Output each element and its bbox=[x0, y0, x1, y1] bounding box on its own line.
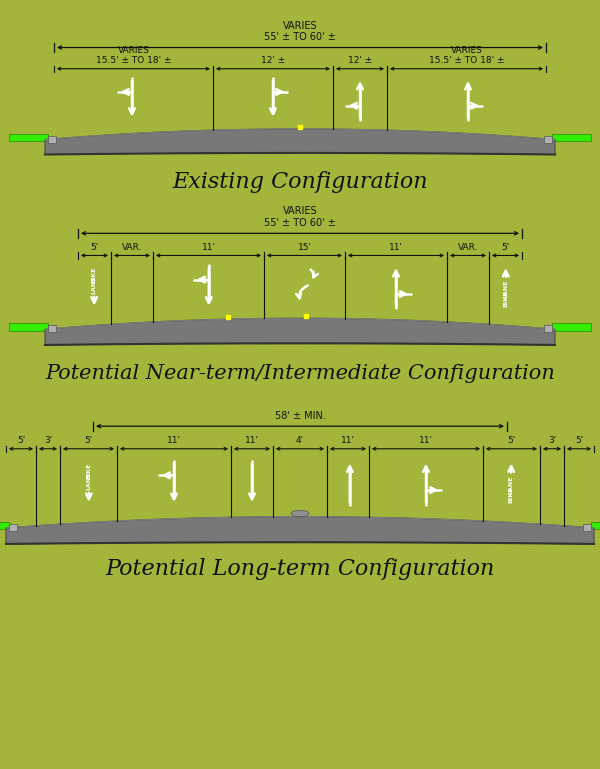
Bar bbox=[552, 134, 591, 141]
Bar bbox=[9, 324, 48, 331]
Text: LANE: LANE bbox=[86, 471, 91, 490]
Text: Potential Long-term Configuration: Potential Long-term Configuration bbox=[106, 558, 494, 581]
Text: 11': 11' bbox=[389, 242, 403, 251]
Text: 15': 15' bbox=[298, 242, 311, 251]
Bar bbox=[544, 325, 552, 332]
Bar bbox=[9, 134, 48, 141]
Text: 4': 4' bbox=[296, 436, 304, 445]
Bar bbox=[591, 522, 600, 529]
Text: 5': 5' bbox=[575, 436, 583, 445]
Text: 11': 11' bbox=[419, 436, 433, 445]
Text: 11': 11' bbox=[245, 436, 259, 445]
Bar bbox=[0, 522, 9, 529]
Bar bbox=[583, 524, 591, 531]
Text: 58' ± MIN.: 58' ± MIN. bbox=[275, 411, 325, 421]
Text: 5': 5' bbox=[17, 436, 25, 445]
Text: 5': 5' bbox=[91, 242, 98, 251]
Text: 11': 11' bbox=[167, 436, 181, 445]
Text: VAR.: VAR. bbox=[458, 242, 478, 251]
Bar bbox=[9, 524, 17, 531]
Text: LANE: LANE bbox=[503, 280, 508, 298]
Text: 5': 5' bbox=[508, 436, 515, 445]
Text: BIKE: BIKE bbox=[503, 291, 508, 307]
Text: LANE: LANE bbox=[92, 275, 97, 294]
Text: BIKE: BIKE bbox=[92, 267, 97, 283]
Text: 3': 3' bbox=[548, 436, 556, 445]
Text: 12' ±: 12' ± bbox=[348, 56, 372, 65]
Text: 3': 3' bbox=[44, 436, 52, 445]
Text: 12' ±: 12' ± bbox=[261, 56, 285, 65]
Text: 11': 11' bbox=[341, 436, 355, 445]
Polygon shape bbox=[45, 129, 555, 155]
Polygon shape bbox=[45, 318, 555, 345]
Text: VARIES
55' ± TO 60' ±: VARIES 55' ± TO 60' ± bbox=[264, 206, 336, 228]
Polygon shape bbox=[6, 517, 594, 544]
Text: 5': 5' bbox=[502, 242, 509, 251]
Bar bbox=[552, 324, 591, 331]
Text: Existing Configuration: Existing Configuration bbox=[172, 171, 428, 193]
Text: VAR.: VAR. bbox=[122, 242, 142, 251]
Bar bbox=[544, 135, 552, 142]
Text: 5': 5' bbox=[85, 436, 92, 445]
Text: VARIES
55' ± TO 60' ±: VARIES 55' ± TO 60' ± bbox=[264, 21, 336, 42]
Ellipse shape bbox=[291, 511, 309, 517]
Bar bbox=[48, 325, 56, 332]
Text: BIKE: BIKE bbox=[509, 487, 514, 503]
Text: 11': 11' bbox=[202, 242, 215, 251]
Text: VARIES
15.5' ± TO 18' ±: VARIES 15.5' ± TO 18' ± bbox=[429, 45, 504, 65]
Text: LANE: LANE bbox=[509, 476, 514, 494]
Text: VARIES
15.5' ± TO 18' ±: VARIES 15.5' ± TO 18' ± bbox=[96, 45, 171, 65]
Bar bbox=[48, 135, 56, 142]
Text: Potential Near-term/Intermediate Configuration: Potential Near-term/Intermediate Configu… bbox=[45, 364, 555, 383]
Text: BIKE: BIKE bbox=[86, 462, 91, 478]
